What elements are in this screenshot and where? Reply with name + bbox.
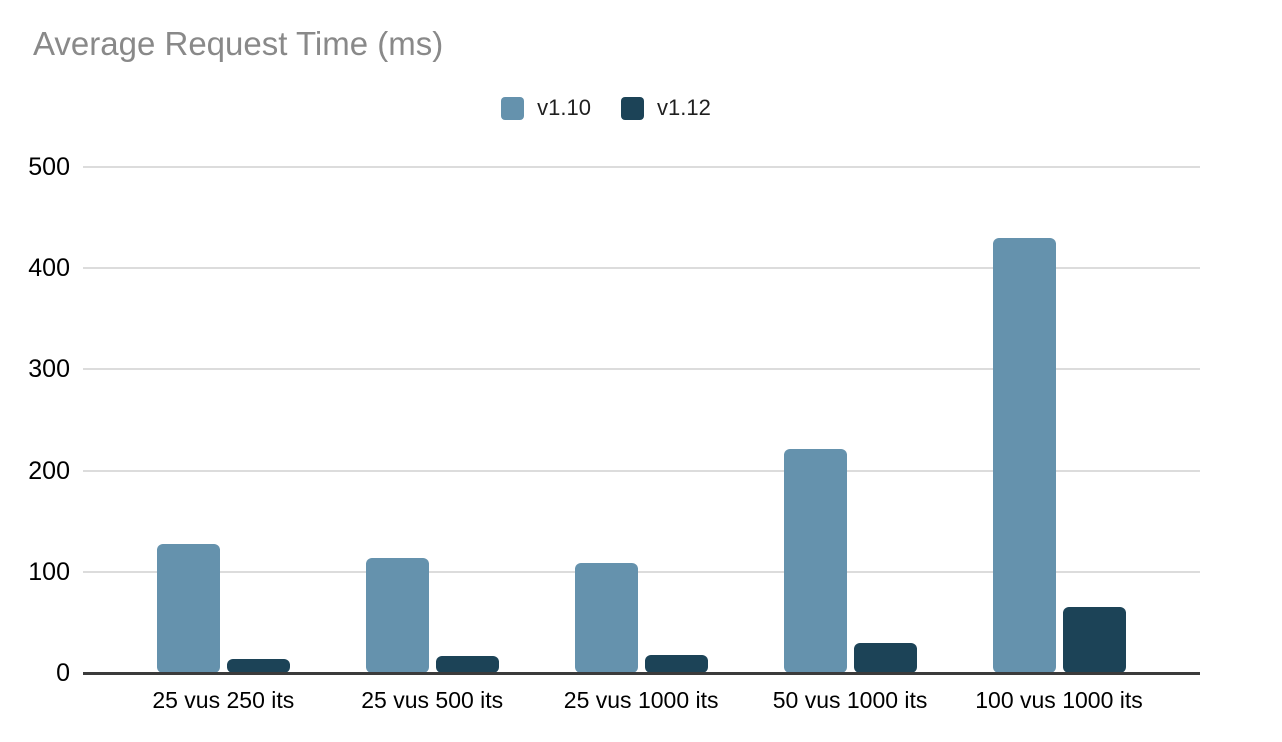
gridline [83, 570, 1200, 573]
legend-label: v1.10 [537, 95, 591, 120]
legend-item-v1.12[interactable]: v1.12 [621, 95, 711, 121]
y-tick-label: 300 [28, 355, 70, 384]
y-tick-label: 500 [28, 153, 70, 181]
y-tick-label: 0 [56, 659, 70, 687]
x-axis-label: 100 vus 1000 its [975, 687, 1143, 713]
bar-v1.12-group4[interactable] [853, 642, 917, 673]
legend: v1.10 v1.12 [0, 95, 1212, 121]
x-axis-label: 25 vus 250 its [152, 687, 295, 713]
legend-item-v1.10[interactable]: v1.10 [501, 95, 591, 121]
x-axis-label: 25 vus 1000 its [563, 687, 719, 713]
gridline [83, 469, 1200, 472]
y-tick-label: 400 [28, 254, 70, 283]
legend-swatch-icon [501, 96, 525, 120]
y-tick-label: 200 [28, 456, 70, 485]
gridline [83, 368, 1200, 371]
bar-v1.10-group2[interactable] [365, 557, 429, 673]
y-tick-label: 100 [28, 557, 70, 586]
bar-v1.10-group4[interactable] [783, 449, 847, 673]
bar-v1.10-group1[interactable] [156, 544, 220, 673]
gridline [83, 166, 1200, 168]
chart-title: Average Request Time (ms) [33, 25, 444, 62]
gridline [83, 267, 1200, 270]
x-axis-line [83, 671, 1200, 675]
legend-swatch-icon [621, 96, 644, 120]
bar-v1.10-group5[interactable] [992, 237, 1056, 673]
bar-v1.10-group3[interactable] [574, 562, 638, 673]
bar-v1.12-group1[interactable] [226, 658, 290, 673]
x-axis-label: 50 vus 1000 its [772, 687, 928, 713]
bar-v1.12-group2[interactable] [435, 655, 499, 673]
legend-label: v1.12 [657, 95, 711, 120]
bar-v1.12-group5[interactable] [1062, 607, 1126, 673]
x-axis-label: 25 vus 500 its [361, 687, 504, 713]
bar-v1.12-group3[interactable] [644, 654, 708, 673]
